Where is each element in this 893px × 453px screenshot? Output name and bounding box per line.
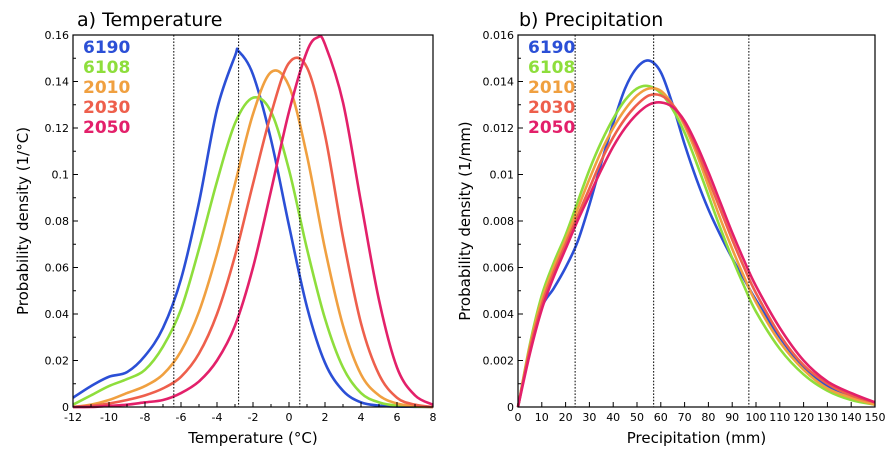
- legend-entry-6190: 6190: [83, 38, 130, 58]
- x-tick-label: 8: [430, 411, 437, 424]
- x-tick-label: 2: [322, 411, 329, 424]
- legend-entry-2030: 2030: [83, 98, 130, 118]
- series-group: [516, 59, 876, 408]
- y-tick-label: 0.12: [45, 122, 70, 135]
- x-tick-label: -12: [64, 411, 82, 424]
- series-line-2050: [72, 34, 434, 409]
- x-tick-label: -8: [140, 411, 151, 424]
- panel-0: -12 -10 -8 -6 -4 -2 0 2 4 6 8 0 0.02 0.04 0.06 0.08 0.1 0…: [14, 9, 437, 447]
- x-tick-label: 100: [746, 411, 767, 424]
- series-line-2030: [72, 56, 434, 409]
- x-tick-label: 80: [701, 411, 715, 424]
- x-tick-label: -4: [212, 411, 223, 424]
- x-tick-label: 110: [769, 411, 790, 424]
- series-line-2050: [516, 101, 876, 408]
- series-line-2010: [516, 86, 876, 408]
- x-tick-label: -6: [176, 411, 187, 424]
- y-tick-label: 0.006: [483, 262, 515, 275]
- x-tick-label: 20: [559, 411, 573, 424]
- x-tick-label: 4: [358, 411, 365, 424]
- series-line-6108: [72, 96, 434, 409]
- series-line-6190: [516, 59, 876, 408]
- x-tick-label: 130: [817, 411, 838, 424]
- legend-entry-2050: 2050: [528, 118, 575, 138]
- x-tick-label: -2: [248, 411, 259, 424]
- panel-1: 0 10 20 30 40 50 60 70 80 90 100 110 120 130 140 15000.…: [456, 9, 886, 447]
- y-tick-label: 0.16: [45, 29, 70, 42]
- x-tick-label: 60: [654, 411, 668, 424]
- y-tick-label: 0.06: [45, 262, 70, 275]
- x-tick-label: 6: [394, 411, 401, 424]
- x-tick-label: 70: [678, 411, 692, 424]
- legend-entry-6108: 6108: [83, 58, 130, 78]
- y-tick-label: 0.01: [490, 169, 515, 182]
- legend-entry-2010: 2010: [528, 78, 575, 98]
- x-tick-label: 50: [630, 411, 644, 424]
- x-tick-label: 150: [865, 411, 886, 424]
- y-tick-label: 0.004: [483, 308, 515, 321]
- series-group: [72, 34, 434, 409]
- y-tick-label: 0: [507, 401, 514, 414]
- x-tick-label: 90: [725, 411, 739, 424]
- series-line-2010: [72, 69, 434, 409]
- y-tick-label: 0.14: [45, 76, 70, 89]
- y-tick-label: 0: [62, 401, 69, 414]
- y-tick-label: 0.016: [483, 29, 515, 42]
- x-tick-label: 0: [286, 411, 293, 424]
- y-tick-label: 0.08: [45, 215, 70, 228]
- y-tick-label: 0.04: [45, 308, 70, 321]
- y-tick-label: 0.014: [483, 76, 515, 89]
- x-tick-label: 30: [582, 411, 596, 424]
- legend-entry-6190: 6190: [528, 38, 575, 58]
- y-tick-label: 0.008: [483, 215, 515, 228]
- y-tick-label: 0.012: [483, 122, 515, 135]
- series-line-2030: [516, 92, 876, 408]
- y-tick-label: 0.002: [483, 355, 515, 368]
- legend-entry-2010: 2010: [83, 78, 130, 98]
- legend-entry-2030: 2030: [528, 98, 575, 118]
- x-tick-label: 120: [793, 411, 814, 424]
- x-tick-label: 10: [535, 411, 549, 424]
- x-axis-label: Temperature (°C): [187, 429, 317, 447]
- y-tick-label: 0.02: [45, 355, 70, 368]
- y-axis-label: Probability density (1/°C): [14, 127, 32, 315]
- chart-title: b) Precipitation: [519, 9, 663, 31]
- y-axis-label: Probability density (1/mm): [456, 121, 474, 320]
- legend-entry-6108: 6108: [528, 58, 575, 78]
- chart-title: a) Temperature: [77, 9, 222, 31]
- x-tick-label: 140: [841, 411, 862, 424]
- series-line-6190: [72, 47, 434, 409]
- legend-entry-2050: 2050: [83, 118, 130, 138]
- y-tick-label: 0.1: [52, 169, 70, 182]
- x-tick-label: 40: [606, 411, 620, 424]
- x-axis-label: Precipitation (mm): [627, 429, 766, 447]
- x-tick-label: -10: [100, 411, 118, 424]
- x-tick-label: 0: [515, 411, 522, 424]
